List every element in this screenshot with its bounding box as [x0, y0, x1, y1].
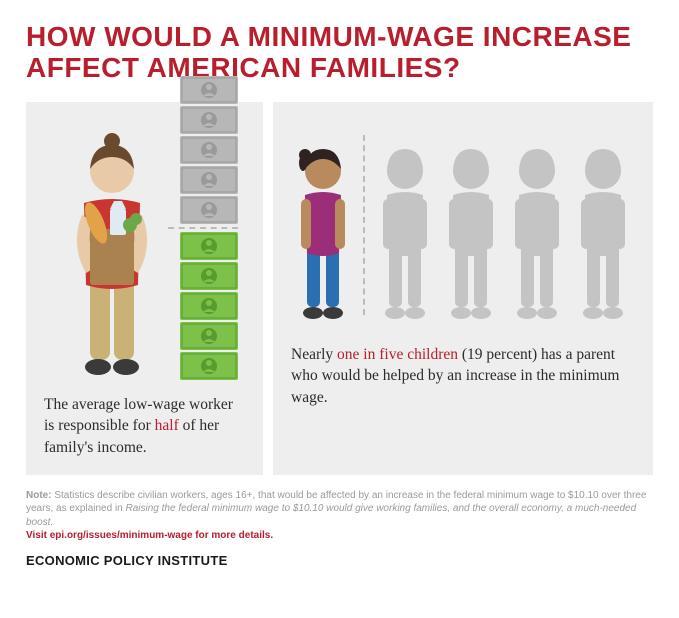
child-colored-icon: [291, 135, 355, 330]
bill-icon: [180, 292, 238, 320]
panel-right: Nearly one in five children (19 percent)…: [273, 102, 653, 475]
child-silhouette-icon: [373, 135, 437, 330]
bill-icon: [180, 106, 238, 134]
panel-left: The average low-wage worker is responsib…: [26, 102, 263, 475]
dashed-divider-vertical: [363, 135, 365, 315]
bill-icon: [180, 352, 238, 380]
child-silhouette-icon: [571, 135, 635, 330]
bill-icon: [180, 322, 238, 350]
bill-stacks: [180, 76, 238, 380]
bill-icon: [180, 232, 238, 260]
worker-icon: [52, 125, 172, 380]
bill-icon: [180, 76, 238, 104]
bill-icon: [180, 166, 238, 194]
footnote: Note: Statistics describe civilian worke…: [26, 489, 653, 543]
page-title: HOW WOULD A MINIMUM-WAGE INCREASE AFFECT…: [26, 22, 653, 84]
source-line: ECONOMIC POLICY INSTITUTE: [26, 553, 653, 568]
bills-gray-stack: [180, 76, 238, 224]
footnote-link[interactable]: Visit epi.org/issues/minimum-wage for mo…: [26, 530, 273, 541]
caption-left: The average low-wage worker is responsib…: [44, 394, 245, 459]
caption-right: Nearly one in five children (19 percent)…: [291, 344, 635, 409]
panels-row: The average low-wage worker is responsib…: [26, 102, 653, 475]
bill-icon: [180, 136, 238, 164]
illustration-worker: [44, 120, 245, 380]
child-silhouette-icon: [505, 135, 569, 330]
child-silhouette-icon: [439, 135, 503, 330]
illustration-children: [291, 120, 635, 330]
bills-green-stack: [180, 232, 238, 380]
child-silhouettes: [373, 135, 635, 330]
dashed-divider-horizontal: [168, 227, 238, 229]
bill-icon: [180, 196, 238, 224]
bill-icon: [180, 262, 238, 290]
